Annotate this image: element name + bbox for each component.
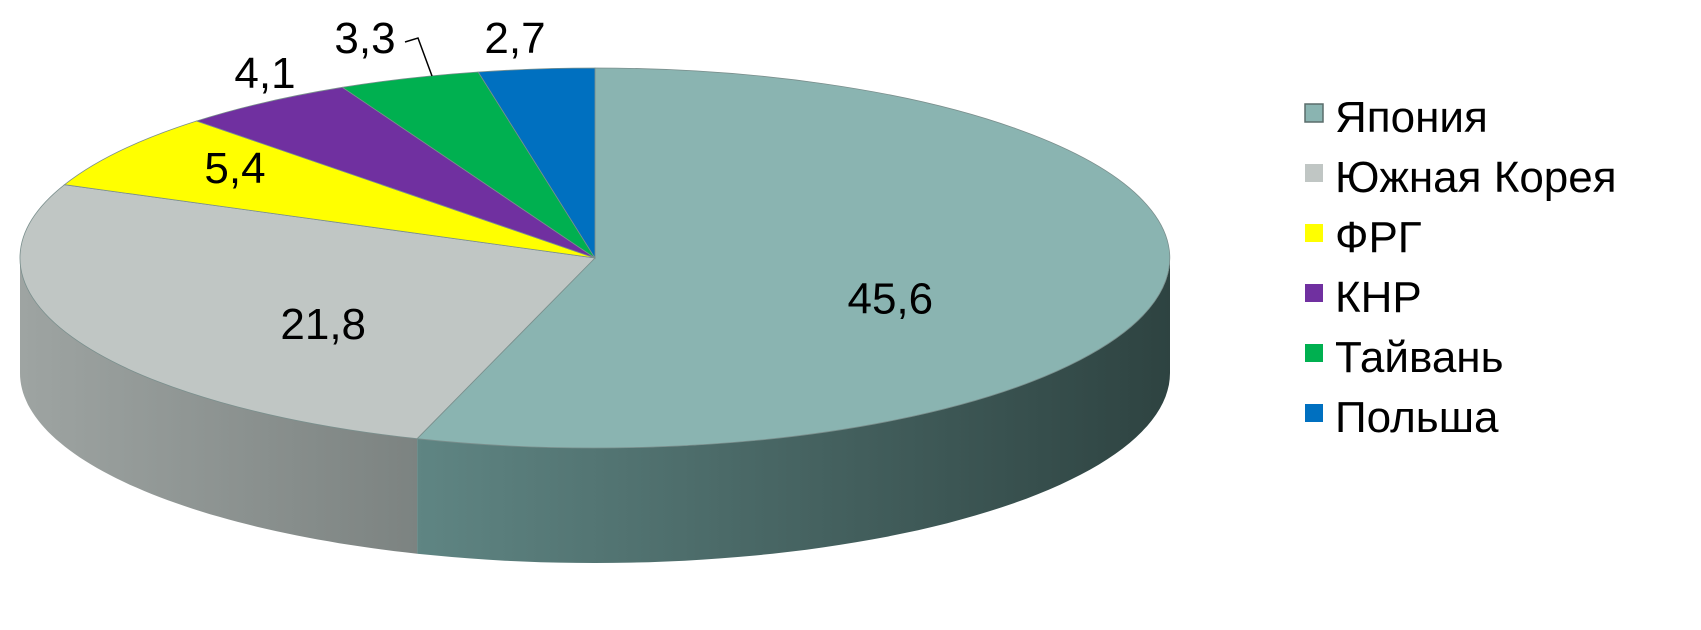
legend-label-5: Польша bbox=[1335, 393, 1499, 442]
data-labels: 45,6 21,8 5,4 4,1 3,3 2,7 bbox=[204, 14, 933, 349]
data-label-0: 45,6 bbox=[847, 275, 933, 324]
legend-label-2: ФРГ bbox=[1335, 213, 1422, 262]
slice-1-side bbox=[20, 258, 418, 554]
slice-2 bbox=[63, 120, 596, 259]
pie-slices bbox=[19, 67, 1171, 449]
legend-swatch-2 bbox=[1305, 224, 1323, 242]
legend-label-3: КНР bbox=[1335, 273, 1422, 322]
slice-3 bbox=[195, 86, 596, 259]
slice-0-side bbox=[417, 258, 1171, 563]
legend-label-0: Япония bbox=[1335, 93, 1488, 142]
legend-label-1: Южная Корея bbox=[1335, 153, 1617, 202]
data-label-4: 3,3 bbox=[334, 14, 395, 63]
slice-5 bbox=[477, 67, 596, 260]
legend-swatch-0 bbox=[1304, 103, 1324, 123]
slice-0 bbox=[416, 67, 1171, 449]
legend-swatch-1 bbox=[1305, 164, 1323, 182]
legend-swatch-4 bbox=[1305, 344, 1323, 362]
slice-1 bbox=[19, 184, 596, 440]
legend-swatch-5 bbox=[1305, 404, 1323, 422]
data-label-3: 4,1 bbox=[234, 49, 295, 98]
leader-line bbox=[404, 37, 433, 77]
legend-label-4: Тайвань bbox=[1335, 333, 1504, 382]
pie-sides bbox=[20, 258, 1171, 563]
data-label-1: 21,8 bbox=[280, 300, 366, 349]
legend-swatch-3 bbox=[1305, 284, 1323, 302]
data-label-5: 2,7 bbox=[484, 14, 545, 63]
data-label-2: 5,4 bbox=[204, 144, 265, 193]
legend: Япония Южная Корея ФРГ КНР Тайвань Польша bbox=[1304, 93, 1617, 442]
